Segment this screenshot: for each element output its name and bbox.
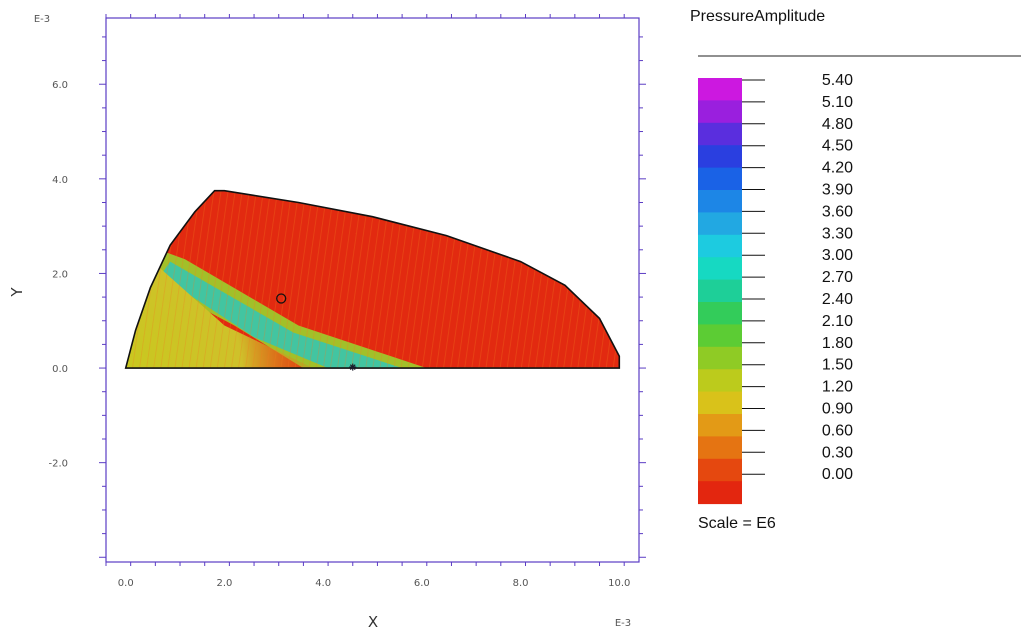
y-tick-label: 4.0 — [52, 175, 68, 186]
colorbar-level-label: 3.00 — [822, 247, 853, 264]
colorbar-scale-note: Scale = E6 — [698, 515, 776, 532]
colorbar: 5.40 5.10 4.80 4.50 4.20 3.90 3.60 3.30 3.00 2.70… — [698, 72, 853, 505]
colorbar-swatch — [698, 458, 742, 482]
x-tick-label: 10.0 — [608, 578, 630, 589]
colorbar-swatch — [698, 145, 742, 169]
colorbar-level-label: 5.40 — [822, 72, 853, 89]
colorbar-level-label: 0.00 — [822, 466, 853, 483]
colorbar-level-label: 4.50 — [822, 138, 853, 155]
probe-circle-marker — [276, 293, 287, 304]
x-tick-label: 6.0 — [414, 578, 430, 589]
colorbar-swatch — [698, 122, 742, 146]
colorbar-swatch — [698, 391, 742, 415]
colorbar-level-label: 1.20 — [822, 379, 853, 396]
colorbar-swatch — [698, 78, 742, 101]
x-tick-label: 8.0 — [513, 578, 529, 589]
y-tick-labels: -2.0 0.0 2.0 4.0 6.0 — [48, 80, 68, 469]
y-tick-label: -2.0 — [48, 459, 68, 470]
y-tick-label: 2.0 — [52, 269, 68, 280]
x-tick-labels: 0.0 2.0 4.0 6.0 8.0 10.0 — [118, 578, 631, 589]
colorbar-level-label: 5.10 — [822, 94, 853, 111]
source-star-marker — [349, 363, 357, 371]
colorbar-swatch — [698, 436, 742, 460]
colorbar-swatch — [698, 481, 742, 505]
y-axis-title: Y — [8, 287, 26, 298]
colorbar-level-label: 1.80 — [822, 335, 853, 352]
y-tick-label: 6.0 — [52, 80, 68, 91]
domain-outline — [124, 189, 621, 369]
colorbar-swatch — [698, 369, 742, 393]
colorbar-swatch — [698, 414, 742, 437]
colorbar-swatch — [698, 190, 742, 213]
colorbar-level-label: 3.60 — [822, 203, 853, 220]
colorbar-level-label: 2.10 — [822, 313, 853, 330]
colorbar-title: PressureAmplitude — [690, 8, 825, 25]
x-tick-label: 0.0 — [118, 578, 134, 589]
colorbar-swatch — [698, 167, 742, 191]
x-axis-exponent: E-3 — [615, 618, 631, 629]
colorbar-swatch — [698, 302, 742, 325]
x-tick-label: 4.0 — [315, 578, 331, 589]
colorbar-swatch — [698, 234, 742, 258]
colorbar-swatch — [698, 279, 742, 303]
colorbar-level-label: 3.90 — [822, 182, 853, 199]
colorbar-level-label: 0.30 — [822, 444, 853, 461]
colorbar-level-label: 2.40 — [822, 291, 853, 308]
colorbar-level-label: 0.90 — [822, 401, 853, 418]
colorbar-swatch — [698, 212, 742, 236]
y-tick-label: 0.0 — [52, 364, 68, 375]
plot-frame — [105, 17, 640, 563]
y-axis-exponent: E-3 — [34, 14, 50, 25]
colorbar-swatch — [698, 346, 742, 370]
colorbar-level-label: 1.50 — [822, 357, 853, 374]
colorbar-level-label: 4.80 — [822, 116, 853, 133]
markers — [276, 293, 357, 371]
colorbar-level-label: 0.60 — [822, 422, 853, 439]
colorbar-swatch — [698, 100, 742, 124]
x-axis-title: X — [368, 613, 378, 631]
colorbar-level-label: 2.70 — [822, 269, 853, 286]
colorbar-level-label: 4.20 — [822, 160, 853, 177]
frame-ticks — [99, 14, 646, 566]
colorbar-swatch — [698, 324, 742, 348]
colorbar-swatch — [698, 257, 742, 281]
x-tick-label: 2.0 — [216, 578, 232, 589]
colorbar-level-label: 3.30 — [822, 225, 853, 242]
